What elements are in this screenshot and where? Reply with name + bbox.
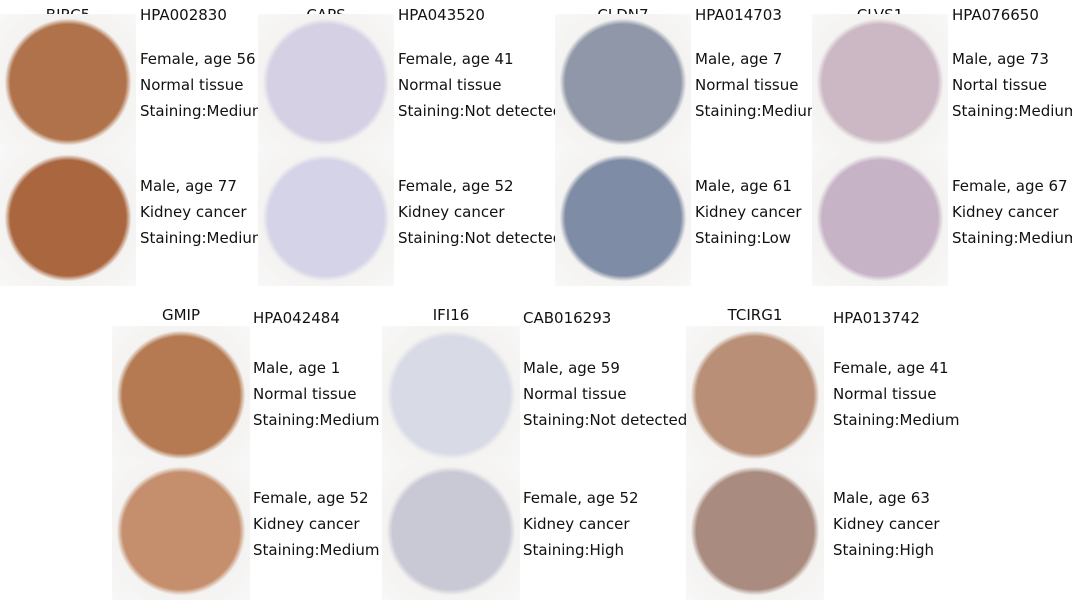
sample-info: Normal tissue xyxy=(140,76,244,94)
sample-info: Kidney cancer xyxy=(952,203,1059,221)
sample-info: Male, age 59 xyxy=(523,359,620,377)
tissue-image xyxy=(382,462,520,600)
gene-label: GMIP xyxy=(161,306,201,324)
sample-info: Staining:Medium xyxy=(833,411,960,429)
sample-info: Normal tissue xyxy=(253,385,357,403)
sample-info: Female, age 52 xyxy=(523,489,639,507)
antibody-label: HPA014703 xyxy=(695,6,782,24)
sample-info: Female, age 56 xyxy=(140,50,256,68)
gene-label: TCIRG1 xyxy=(727,306,783,324)
tissue-image xyxy=(0,150,136,286)
sample-info: Kidney cancer xyxy=(695,203,802,221)
sample-info: Kidney cancer xyxy=(523,515,630,533)
sample-info: Female, age 41 xyxy=(833,359,949,377)
sample-info: Female, age 52 xyxy=(253,489,369,507)
sample-info: Normal tissue xyxy=(695,76,799,94)
sample-info: Staining:Medium xyxy=(253,541,380,559)
sample-info: Kidney cancer xyxy=(140,203,247,221)
tissue-image xyxy=(258,150,394,286)
tissue-image xyxy=(382,326,520,464)
sample-info: Male, age 61 xyxy=(695,177,792,195)
antibody-label: HPA042484 xyxy=(253,309,340,327)
sample-info: Staining:Medium xyxy=(695,102,822,120)
sample-info: Male, age 73 xyxy=(952,50,1049,68)
sample-info: Staining:Medium xyxy=(253,411,380,429)
sample-info: Staining:Not detected xyxy=(398,102,563,120)
sample-info: Staining:Medium xyxy=(140,229,267,247)
sample-info: Staining:High xyxy=(523,541,624,559)
sample-info: Male, age 63 xyxy=(833,489,930,507)
sample-info: Staining:Medium xyxy=(952,229,1072,247)
tissue-image xyxy=(812,150,948,286)
antibody-label: HPA043520 xyxy=(398,6,485,24)
antibody-label: HPA013742 xyxy=(833,309,920,327)
sample-info: Male, age 7 xyxy=(695,50,783,68)
sample-info: Kidney cancer xyxy=(398,203,505,221)
sample-info: Staining:Not detected xyxy=(523,411,688,429)
tissue-image xyxy=(555,150,691,286)
tissue-image xyxy=(686,326,824,464)
sample-info: Normal tissue xyxy=(398,76,502,94)
antibody-label: HPA002830 xyxy=(140,6,227,24)
sample-info: Kidney cancer xyxy=(833,515,940,533)
tissue-image xyxy=(686,462,824,600)
sample-info: Normal tissue xyxy=(523,385,627,403)
sample-info: Kidney cancer xyxy=(253,515,360,533)
sample-info: Male, age 1 xyxy=(253,359,341,377)
sample-info: Female, age 41 xyxy=(398,50,514,68)
antibody-label: HPA076650 xyxy=(952,6,1039,24)
sample-info: Staining:Medium xyxy=(952,102,1072,120)
tissue-image xyxy=(812,14,948,150)
sample-info: Female, age 52 xyxy=(398,177,514,195)
sample-info: Staining:Medium xyxy=(140,102,267,120)
sample-info: Normal tissue xyxy=(833,385,937,403)
tissue-image xyxy=(555,14,691,150)
tissue-image xyxy=(258,14,394,150)
sample-info: Staining:Low xyxy=(695,229,792,247)
tissue-image xyxy=(112,326,250,464)
sample-info: Staining:Not detected xyxy=(398,229,563,247)
sample-info: Nortal tissue xyxy=(952,76,1047,94)
sample-info: Male, age 77 xyxy=(140,177,237,195)
tissue-image xyxy=(0,14,136,150)
tissue-image xyxy=(112,462,250,600)
gene-label: IFI16 xyxy=(432,306,470,324)
sample-info: Female, age 67 xyxy=(952,177,1068,195)
antibody-label: CAB016293 xyxy=(523,309,612,327)
sample-info: Staining:High xyxy=(833,541,934,559)
